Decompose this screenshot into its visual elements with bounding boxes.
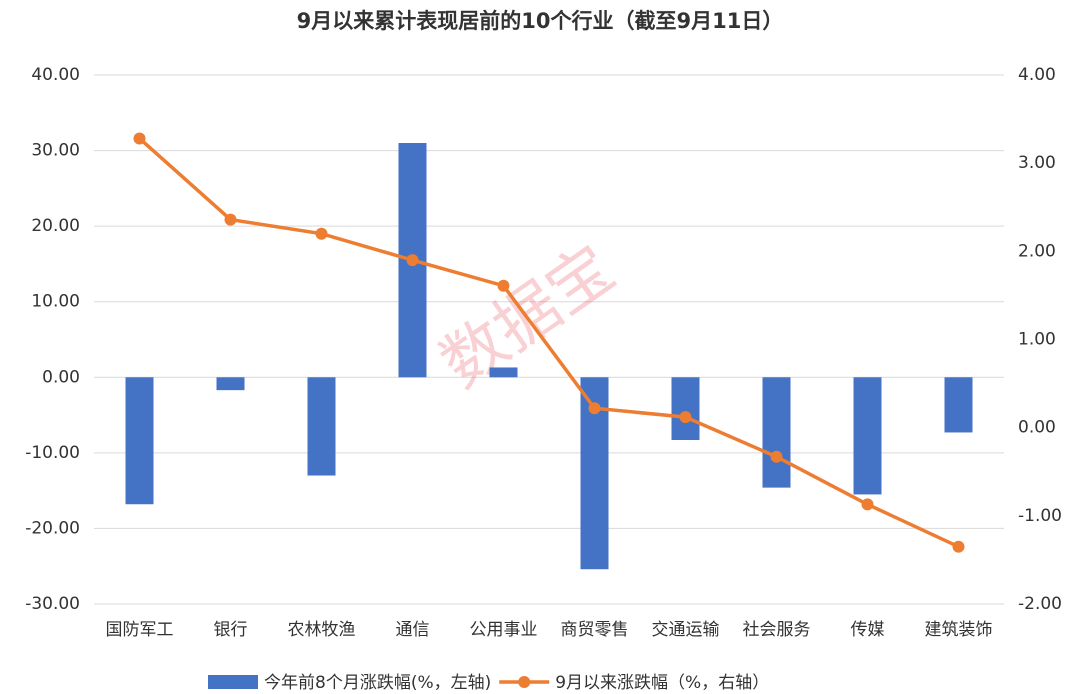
x-tick-label: 传媒	[851, 620, 885, 640]
x-tick-label: 建筑装饰	[925, 620, 993, 640]
y2-tick-label: 4.00	[1018, 65, 1056, 85]
x-tick-label: 通信	[396, 620, 430, 640]
y2-tick-label: 2.00	[1018, 241, 1056, 261]
x-tick-label: 交通运输	[652, 620, 720, 640]
y-tick-label: 0.00	[42, 367, 80, 387]
bar	[671, 377, 700, 441]
x-tick-label: 商贸零售	[561, 620, 629, 640]
y2-tick-label: 3.00	[1018, 153, 1056, 173]
bar	[125, 377, 154, 505]
legend-label: 今年前8个月涨跌幅(%，左轴)	[264, 673, 491, 693]
y-tick-label: 20.00	[31, 216, 80, 236]
y2-tick-label: -1.00	[1018, 506, 1062, 526]
line-point	[315, 227, 328, 240]
line-point	[861, 498, 874, 511]
y-tick-label: 10.00	[31, 292, 80, 312]
x-tick-label: 银行	[214, 620, 248, 640]
y2-tick-label: 1.00	[1018, 330, 1056, 350]
line	[138, 137, 960, 549]
chart-title: 9月以来累计表现居前的10个行业（截至9月11日）	[297, 9, 784, 33]
bar	[489, 367, 518, 378]
line-point	[588, 402, 601, 415]
x-tick-label: 社会服务	[743, 620, 811, 640]
y-tick-label: 30.00	[31, 141, 80, 161]
x-tick-label: 公用事业	[470, 620, 538, 640]
x-tick-label: 国防军工	[106, 620, 174, 640]
y-tick-label: 40.00	[31, 65, 80, 85]
bar	[762, 377, 791, 488]
line-point	[770, 450, 783, 463]
legend-swatch	[208, 675, 258, 689]
legend-label: 9月以来涨跌幅（%，右轴）	[555, 673, 769, 693]
legend-swatch	[518, 676, 531, 688]
line-point	[952, 540, 965, 553]
line-point	[133, 132, 146, 145]
bar	[853, 377, 882, 495]
y2-tick-label: -2.00	[1018, 594, 1062, 614]
x-tick-label: 农林牧渔	[288, 620, 356, 640]
y-tick-label: -10.00	[25, 443, 80, 463]
y-tick-label: -20.00	[25, 518, 80, 538]
bar	[216, 377, 245, 391]
line-point	[224, 213, 237, 226]
bar	[307, 377, 336, 476]
y2-tick-label: 0.00	[1018, 418, 1056, 438]
y-tick-label: -30.00	[25, 594, 80, 614]
line-point	[679, 411, 692, 424]
line-point	[406, 254, 419, 267]
bar	[944, 377, 973, 433]
line-point	[497, 279, 510, 292]
